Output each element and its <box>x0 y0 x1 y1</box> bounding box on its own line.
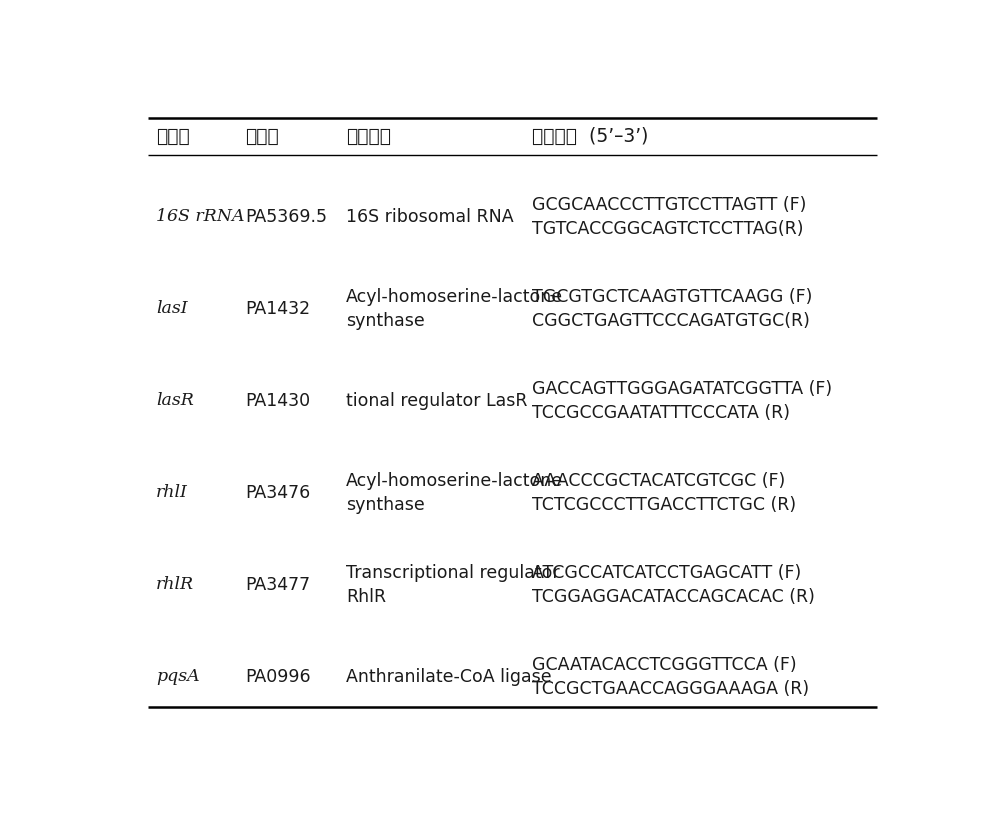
Text: TCTCGCCCTTGACCTTCTGC (R): TCTCGCCCTTGACCTTCTGC (R) <box>532 496 796 514</box>
Text: 基因座: 基因座 <box>245 127 279 146</box>
Text: TCCGCTGAACCAGGGAAAGA (R): TCCGCTGAACCAGGGAAAGA (R) <box>532 680 809 698</box>
Text: GACCAGTTGGGAGATATCGGTTA (F): GACCAGTTGGGAGATATCGGTTA (F) <box>532 380 832 398</box>
Text: 引物序列  (5’–3’): 引物序列 (5’–3’) <box>532 127 648 146</box>
Text: GCGCAACCCTTGTCCTTAGTT (F): GCGCAACCCTTGTCCTTAGTT (F) <box>532 196 806 214</box>
Text: TGTCACCGGCAGTCTCCTTAG(R): TGTCACCGGCAGTCTCCTTAG(R) <box>532 220 803 238</box>
Text: AAACCCGCTACATCGTCGC (F): AAACCCGCTACATCGTCGC (F) <box>532 472 785 490</box>
Text: tional regulator LasR: tional regulator LasR <box>346 392 527 409</box>
Text: GCAATACACCTCGGGTTCCA (F): GCAATACACCTCGGGTTCCA (F) <box>532 656 796 674</box>
Text: PA3477: PA3477 <box>245 575 310 593</box>
Text: TCCGCCGAATATTTCCCATA (R): TCCGCCGAATATTTCCCATA (R) <box>532 404 790 422</box>
Text: TGCGTGCTCAAGTGTTCAAGG (F): TGCGTGCTCAAGTGTTCAAGG (F) <box>532 288 812 306</box>
Text: pqsA: pqsA <box>156 668 200 685</box>
Text: 16S rRNA: 16S rRNA <box>156 208 244 225</box>
Text: CGGCTGAGTTCCCAGATGTGC(R): CGGCTGAGTTCCCAGATGTGC(R) <box>532 312 810 330</box>
Text: 16S ribosomal RNA: 16S ribosomal RNA <box>346 208 514 226</box>
Text: ATCGCCATCATCCTGAGCATT (F): ATCGCCATCATCCTGAGCATT (F) <box>532 564 801 582</box>
Text: PA1430: PA1430 <box>245 392 310 409</box>
Text: PA3476: PA3476 <box>245 484 310 501</box>
Text: RhlR: RhlR <box>346 588 386 606</box>
Text: synthase: synthase <box>346 496 425 514</box>
Text: rhlI: rhlI <box>156 484 188 501</box>
Text: PA0996: PA0996 <box>245 667 311 685</box>
Text: 基因名: 基因名 <box>156 127 190 146</box>
Text: PA1432: PA1432 <box>245 300 310 318</box>
Text: TCGGAGGACATACCAGCACAC (R): TCGGAGGACATACCAGCACAC (R) <box>532 588 815 606</box>
Text: synthase: synthase <box>346 312 425 330</box>
Text: rhlR: rhlR <box>156 576 194 593</box>
Text: Anthranilate-CoA ligase: Anthranilate-CoA ligase <box>346 667 552 685</box>
Text: lasR: lasR <box>156 392 194 409</box>
Text: PA5369.5: PA5369.5 <box>245 208 327 226</box>
Text: Acyl-homoserine-lactone: Acyl-homoserine-lactone <box>346 288 563 306</box>
Text: 基因说明: 基因说明 <box>346 127 391 146</box>
Text: Transcriptional regulator: Transcriptional regulator <box>346 564 560 582</box>
Text: Acyl-homoserine-lactone: Acyl-homoserine-lactone <box>346 472 563 490</box>
Text: lasI: lasI <box>156 300 188 317</box>
